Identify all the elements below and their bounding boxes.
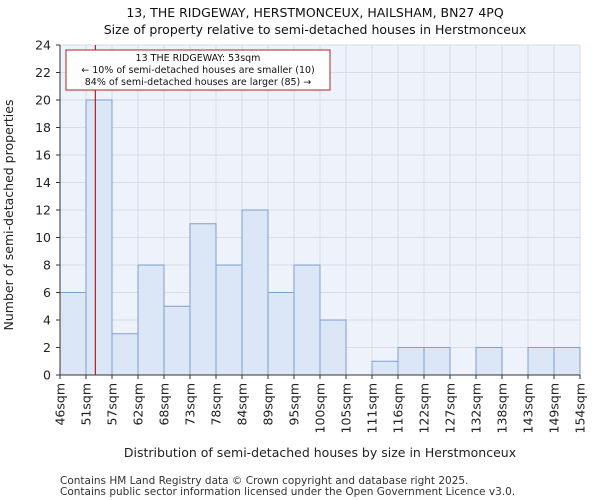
x-tick-label: 68sqm (157, 383, 172, 426)
x-tick-label: 57sqm (105, 383, 120, 426)
y-tick-label: 2 (43, 340, 51, 355)
y-tick-label: 22 (35, 65, 51, 80)
x-tick-label: 132sqm (469, 383, 484, 433)
x-tick-label: 46sqm (53, 383, 68, 426)
footer-line-1: Contains HM Land Registry data © Crown c… (60, 475, 468, 487)
y-tick-label: 18 (35, 120, 51, 135)
y-tick-label: 16 (35, 148, 51, 163)
x-tick-label: 143sqm (521, 383, 536, 433)
bar (397, 347, 425, 376)
y-tick-label: 8 (43, 258, 51, 273)
annotation-box: 13 THE RIDGEWAY: 53sqm ← 10% of semi-det… (65, 49, 331, 91)
x-ticks: 46sqm 51sqm 57sqm 62sqm 68sqm 73sqm 78sqm 84sqm… (53, 375, 588, 433)
bar (189, 223, 217, 376)
bar (85, 99, 113, 376)
x-tick-label: 51sqm (79, 383, 94, 426)
bar (241, 209, 269, 376)
x-tick-label: 105sqm (339, 383, 354, 433)
x-tick-label: 73sqm (183, 383, 198, 426)
y-axis-label: Number of semi-detached properties (1, 100, 16, 331)
x-tick-label: 95sqm (287, 383, 302, 426)
bars (59, 99, 581, 376)
bar (293, 264, 321, 376)
bar (371, 360, 399, 376)
bar (215, 264, 243, 376)
x-tick-label: 149sqm (547, 383, 562, 433)
annotation-line-3: 84% of semi-detached houses are larger (… (85, 77, 312, 88)
bar (163, 305, 191, 376)
annotation-line-1: 13 THE RIDGEWAY: 53sqm (136, 53, 261, 64)
y-tick-label: 12 (35, 203, 51, 218)
footer-line-2: Contains public sector information licen… (60, 486, 515, 498)
bar (423, 347, 451, 376)
x-tick-label: 127sqm (443, 383, 458, 433)
chart-subtitle: Size of property relative to semi-detach… (104, 22, 527, 37)
bar (527, 347, 555, 376)
x-tick-label: 116sqm (391, 383, 406, 433)
annotation-line-2: ← 10% of semi-detached houses are smalle… (81, 65, 315, 76)
y-tick-label: 14 (35, 175, 51, 190)
x-tick-label: 62sqm (131, 383, 146, 426)
chart-title: 13, THE RIDGEWAY, HERSTMONCEUX, HAILSHAM… (126, 5, 504, 20)
bar (319, 319, 347, 376)
x-tick-label: 122sqm (417, 383, 432, 433)
bar (553, 347, 581, 376)
y-tick-label: 0 (43, 368, 51, 383)
x-tick-label: 111sqm (365, 383, 380, 433)
bar (475, 347, 503, 376)
bar (267, 292, 295, 376)
bar (59, 292, 87, 376)
y-tick-label: 24 (35, 38, 51, 53)
x-tick-label: 100sqm (313, 383, 328, 433)
x-tick-label: 89sqm (261, 383, 276, 426)
annotation-border (65, 49, 331, 91)
y-tick-label: 6 (43, 285, 51, 300)
x-tick-label: 154sqm (573, 383, 588, 433)
x-tick-label: 84sqm (235, 383, 250, 426)
bar (111, 333, 139, 376)
x-tick-label: 78sqm (209, 383, 224, 426)
y-tick-label: 20 (35, 93, 51, 108)
y-tick-label: 10 (35, 230, 51, 245)
x-tick-label: 138sqm (495, 383, 510, 433)
x-axis-label: Distribution of semi-detached houses by … (124, 445, 516, 460)
y-tick-label: 4 (43, 313, 51, 328)
bar (137, 264, 165, 376)
